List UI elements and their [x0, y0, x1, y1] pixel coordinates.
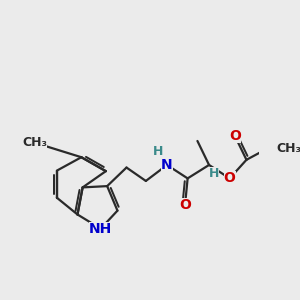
Text: N: N — [161, 158, 173, 172]
Text: O: O — [179, 198, 191, 212]
Text: H: H — [208, 167, 219, 181]
Text: O: O — [229, 129, 241, 143]
Text: O: O — [224, 171, 236, 185]
Text: CH₃: CH₃ — [276, 142, 300, 155]
Text: H: H — [153, 145, 164, 158]
Text: CH₃: CH₃ — [22, 136, 47, 149]
Text: NH: NH — [89, 222, 112, 236]
